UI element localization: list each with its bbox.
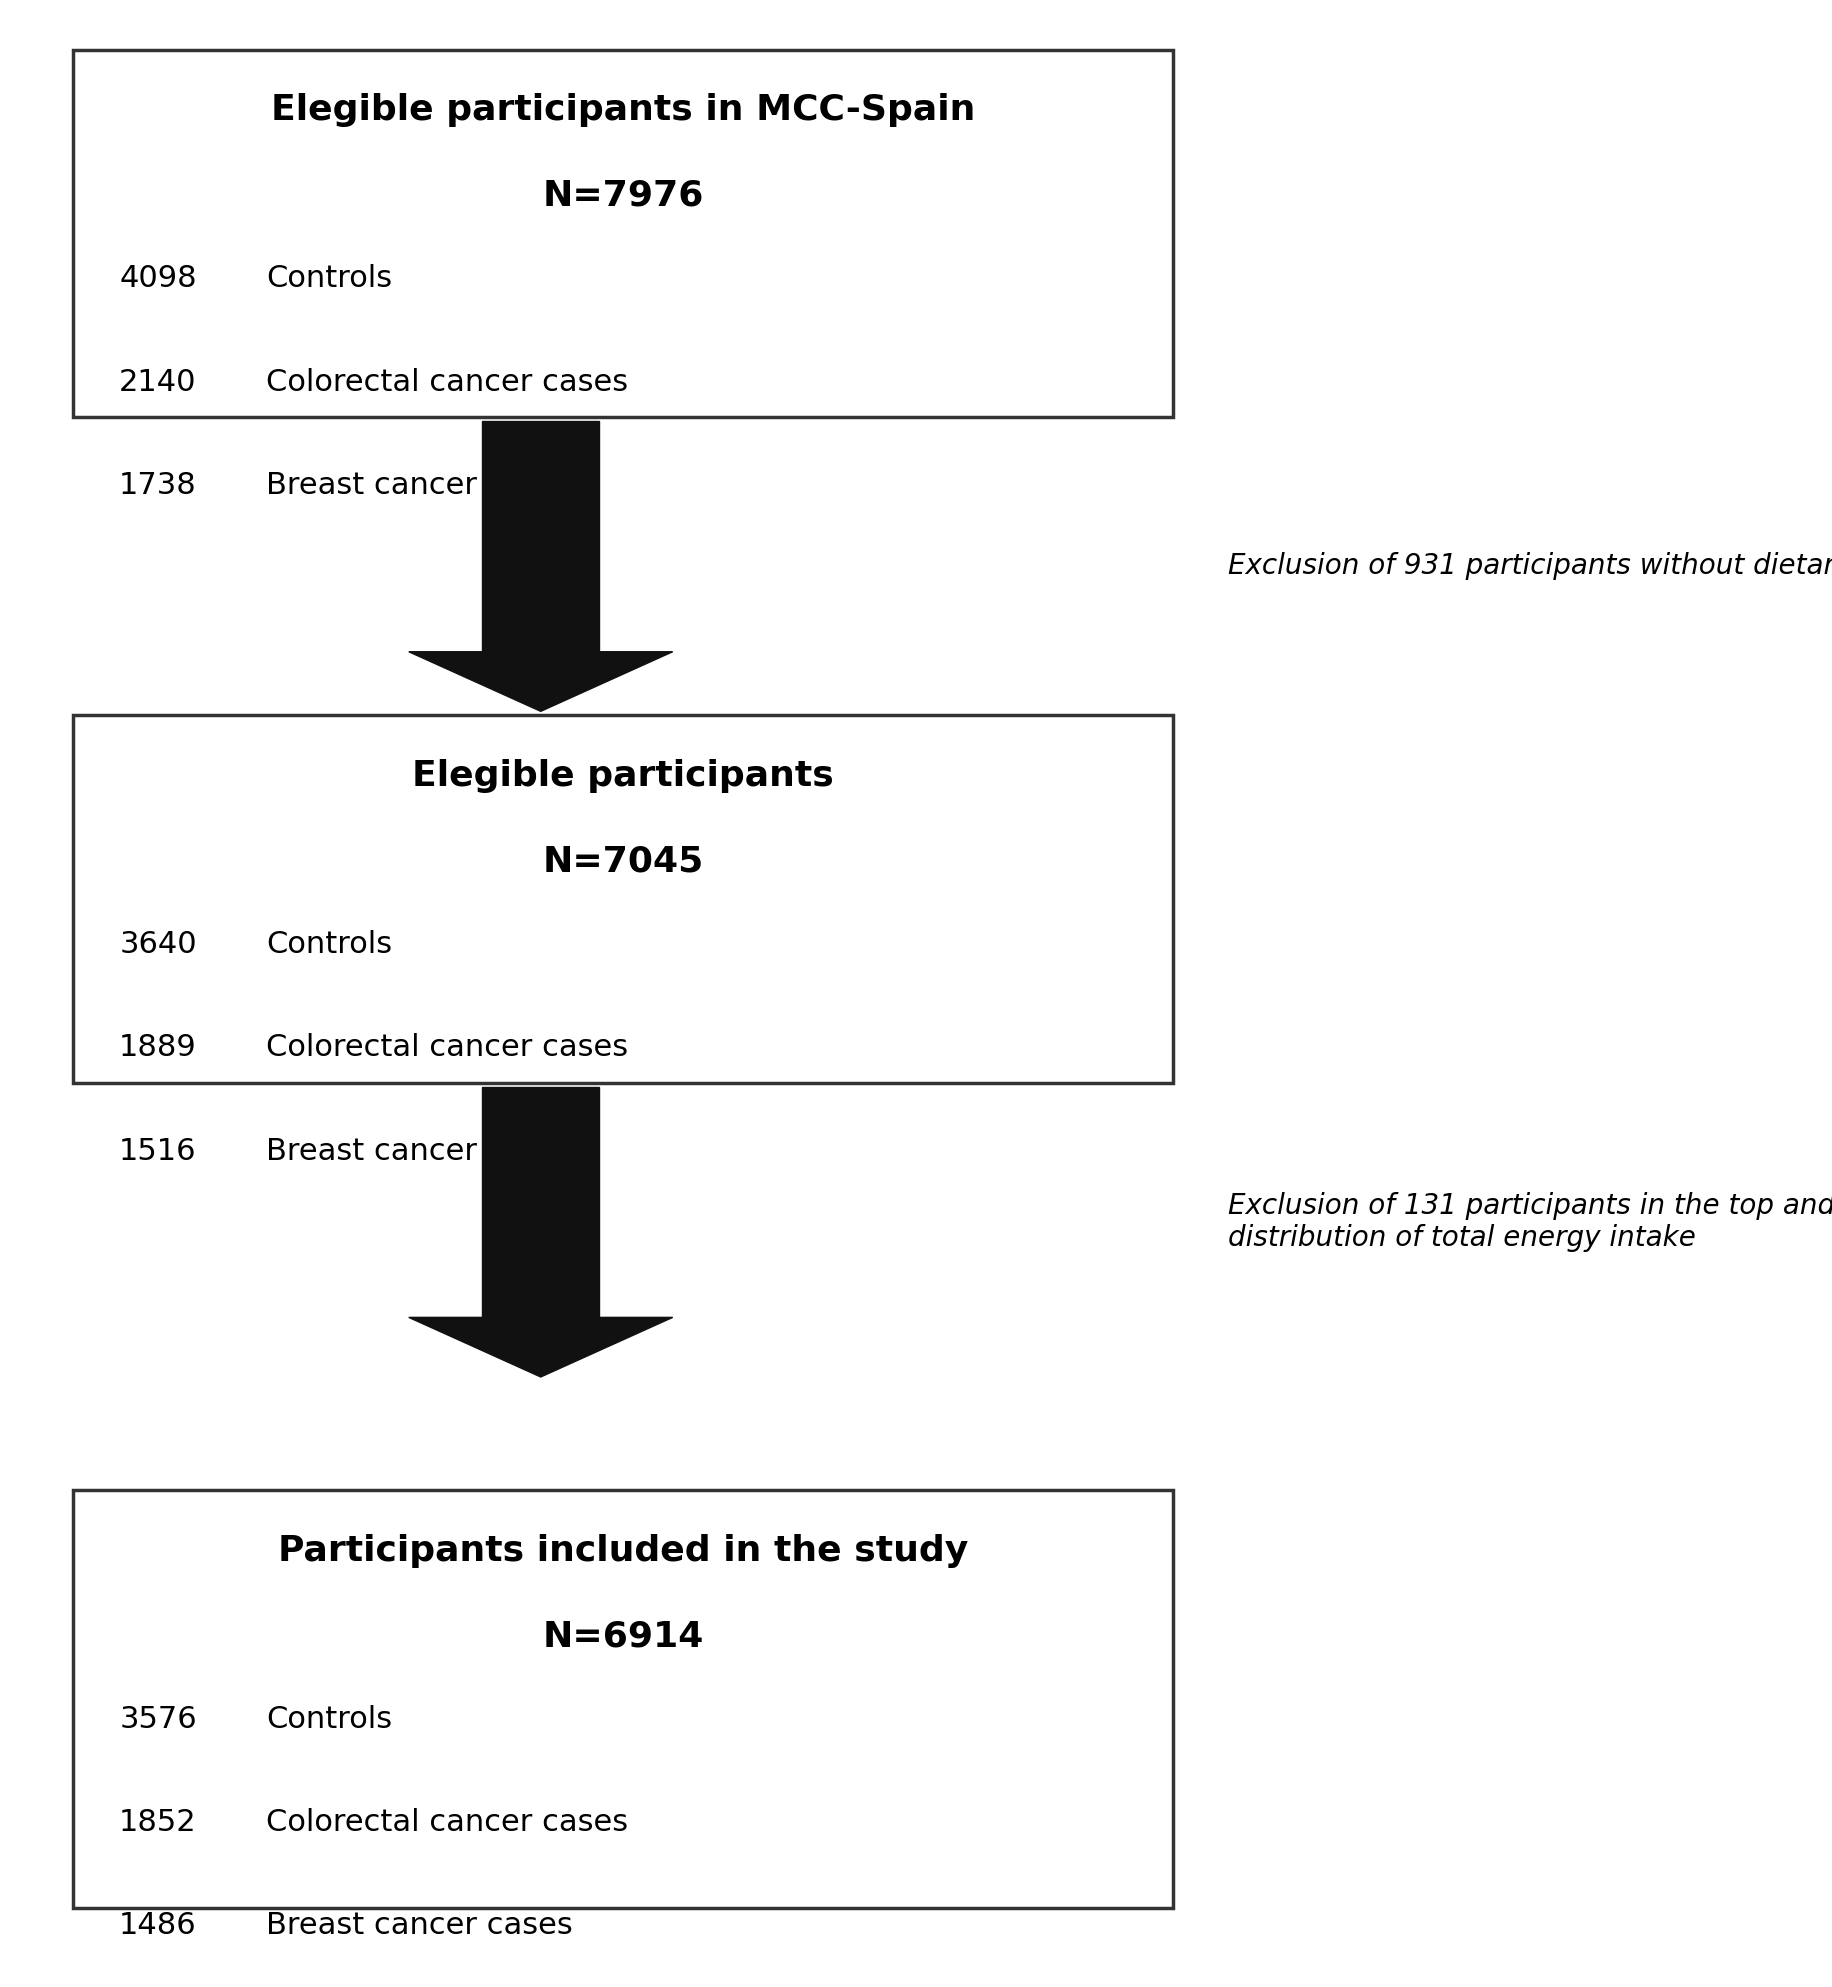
Text: 1738: 1738: [119, 471, 196, 501]
Text: N=6914: N=6914: [542, 1619, 703, 1653]
Text: 1889: 1889: [119, 1033, 196, 1063]
Polygon shape: [409, 652, 672, 711]
Text: Controls: Controls: [266, 930, 392, 960]
Text: Breast cancer cases: Breast cancer cases: [266, 471, 572, 501]
Polygon shape: [409, 1317, 672, 1377]
Bar: [73, 50, 1172, 417]
Text: Colorectal cancer cases: Colorectal cancer cases: [266, 1808, 628, 1838]
Text: 1516: 1516: [119, 1137, 196, 1166]
Bar: [73, 715, 1172, 1083]
Text: Elegible participants in MCC-Spain: Elegible participants in MCC-Spain: [271, 93, 975, 127]
Text: N=7976: N=7976: [542, 179, 703, 213]
Text: Colorectal cancer cases: Colorectal cancer cases: [266, 368, 628, 397]
Text: 3576: 3576: [119, 1705, 196, 1735]
Bar: [73, 1490, 1172, 1908]
Text: 3640: 3640: [119, 930, 196, 960]
Text: 1486: 1486: [119, 1911, 196, 1941]
Text: Exclusion of 131 participants in the top and bottom
distribution of total energy: Exclusion of 131 participants in the top…: [1227, 1192, 1832, 1252]
Text: Controls: Controls: [266, 264, 392, 294]
Text: Colorectal cancer cases: Colorectal cancer cases: [266, 1033, 628, 1063]
Polygon shape: [482, 1087, 599, 1317]
Polygon shape: [482, 421, 599, 652]
Text: Participants included in the study: Participants included in the study: [278, 1534, 967, 1568]
Text: N=7045: N=7045: [542, 844, 703, 878]
Text: 1852: 1852: [119, 1808, 196, 1838]
Text: Elegible participants: Elegible participants: [412, 759, 834, 793]
Text: 4098: 4098: [119, 264, 196, 294]
Text: Breast cancer cases: Breast cancer cases: [266, 1137, 572, 1166]
Text: 2140: 2140: [119, 368, 196, 397]
Text: Exclusion of 931 participants without dietary data: Exclusion of 931 participants without di…: [1227, 552, 1832, 580]
Text: Controls: Controls: [266, 1705, 392, 1735]
Text: Breast cancer cases: Breast cancer cases: [266, 1911, 572, 1941]
